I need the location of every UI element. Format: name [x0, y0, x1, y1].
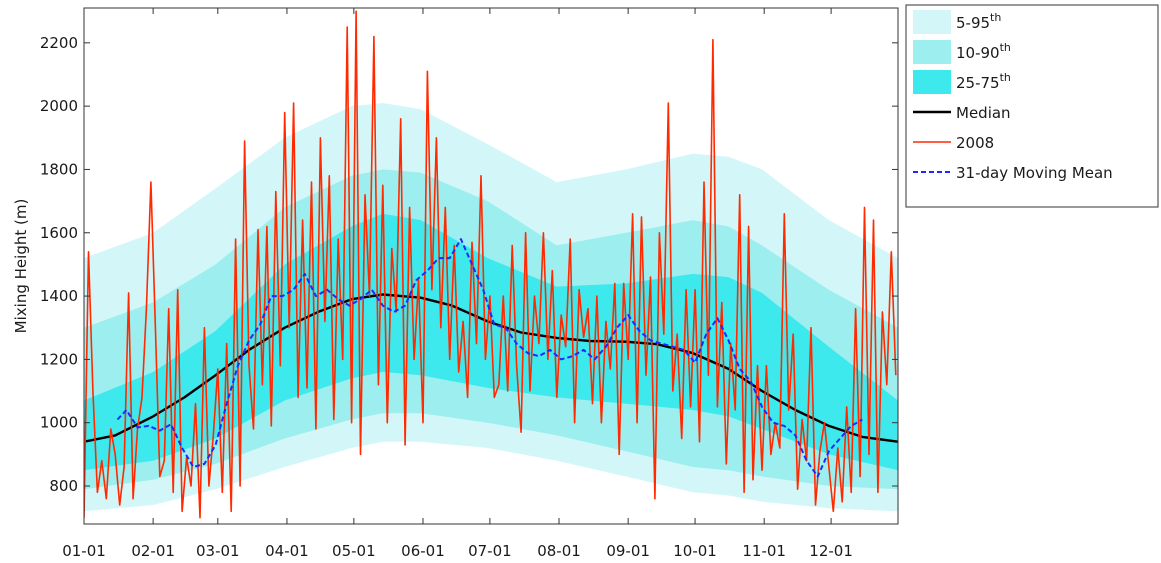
- y-tick-label: 2200: [40, 34, 78, 52]
- axes: 800 1000 1200 1400 1600 1800 2000 2200 01-01 02-0…: [40, 8, 898, 560]
- legend: 5-95th 10-90th 25-75th Median 2008 31-day Mov…: [905, 4, 1159, 208]
- y-tick-label: 1000: [40, 414, 78, 432]
- plot-frame: [83, 7, 899, 525]
- x-tick-label: 12-01: [809, 542, 853, 560]
- y-tick-label: 2000: [40, 97, 78, 115]
- legend-swatch: [913, 70, 951, 94]
- legend-item-2008: 2008: [913, 134, 994, 152]
- legend-frame: [905, 4, 1159, 208]
- x-tick-label: 07-01: [468, 542, 512, 560]
- y-tick-label: 1400: [40, 287, 78, 305]
- x-tick-label: 04-01: [265, 542, 309, 560]
- legend-label: 10-90th: [956, 41, 1011, 62]
- x-tick-label: 10-01: [673, 542, 717, 560]
- legend-swatch: [913, 40, 951, 64]
- legend-label: 25-75th: [956, 71, 1011, 92]
- legend-label: Median: [956, 104, 1011, 122]
- x-tick-label: 06-01: [401, 542, 445, 560]
- legend-item-10-90th: 10-90th: [913, 40, 1011, 64]
- legend-item-5-95th: 5-95th: [913, 10, 1001, 34]
- legend-label: 5-95th: [956, 11, 1001, 32]
- series-line-31-day-moving-mean: [116, 238, 863, 478]
- x-tick-label: 08-01: [537, 542, 581, 560]
- x-tick-label: 09-01: [606, 542, 650, 560]
- x-tick-label: 05-01: [332, 542, 376, 560]
- legend-item-median: Median: [913, 104, 1011, 122]
- series-line-2008: [84, 10, 897, 519]
- legend-label: 31-day Moving Mean: [956, 164, 1113, 182]
- legend-label: 2008: [956, 134, 994, 152]
- legend-item-25-75th: 25-75th: [913, 70, 1011, 94]
- y-tick-label: 1200: [40, 350, 78, 368]
- legend-item-31-day-moving-mean: 31-day Moving Mean: [913, 164, 1113, 182]
- x-tick-label: 02-01: [131, 542, 175, 560]
- x-tick-label: 03-01: [196, 542, 240, 560]
- y-tick-label: 1800: [40, 160, 78, 178]
- plot-area: [84, 10, 898, 519]
- y-tick-label: 800: [49, 477, 78, 495]
- legend-swatch: [913, 10, 951, 34]
- y-tick-label: 1600: [40, 224, 78, 242]
- x-tick-label: 11-01: [742, 542, 786, 560]
- x-tick-label: 01-01: [62, 542, 106, 560]
- y-axis-title: Mixing Height (m): [12, 199, 30, 334]
